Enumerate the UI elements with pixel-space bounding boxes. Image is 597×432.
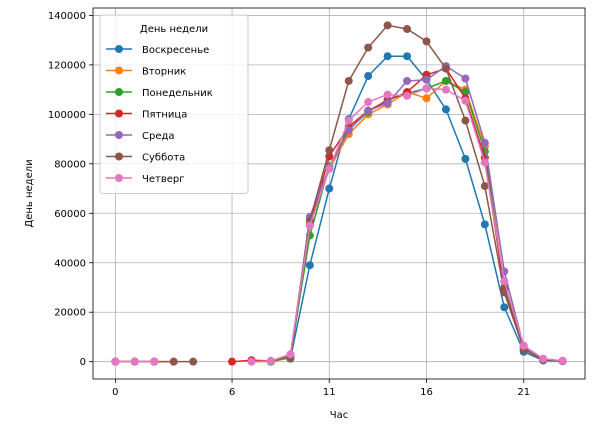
- data-point: [403, 25, 412, 34]
- y-axis-label: День недели: [24, 159, 35, 227]
- data-point: [266, 356, 275, 365]
- legend-box: [99, 14, 249, 194]
- data-point: [558, 356, 567, 365]
- data-point: [325, 146, 334, 155]
- data-point: [383, 52, 392, 61]
- data-point: [383, 90, 392, 99]
- data-point: [228, 357, 237, 366]
- legend-label: Воскресенье: [142, 45, 209, 56]
- legend-item: Четверг: [106, 174, 184, 185]
- data-point: [461, 116, 470, 125]
- y-tick-label: 60000: [54, 209, 86, 220]
- data-point: [364, 106, 373, 115]
- data-point: [403, 91, 412, 100]
- data-point: [403, 76, 412, 85]
- data-point: [305, 261, 314, 270]
- legend-item: Понедельник: [106, 88, 213, 99]
- y-tick-label: 20000: [54, 308, 86, 319]
- legend-swatch-marker: [115, 66, 123, 75]
- data-point: [364, 43, 373, 52]
- data-point: [422, 94, 431, 103]
- data-point: [169, 357, 178, 366]
- data-point: [441, 76, 450, 85]
- data-point: [111, 357, 120, 366]
- data-point: [480, 220, 489, 229]
- data-point: [150, 357, 159, 366]
- legend-title: День недели: [140, 24, 208, 35]
- data-point: [539, 354, 548, 363]
- y-tick-label: 40000: [54, 258, 86, 269]
- data-point: [480, 182, 489, 191]
- data-point: [422, 37, 431, 46]
- data-point: [286, 350, 295, 359]
- axes-frame: [92, 7, 586, 380]
- legend-items: Воскресенье Вторник Понедельник Пятница Сред…: [106, 45, 213, 185]
- y-tick-label: 140000: [48, 11, 86, 22]
- data-point: [383, 99, 392, 108]
- data-point: [461, 154, 470, 163]
- legend-swatch-marker: [115, 131, 123, 139]
- y-axis-ticks: 0 20000 40000 60000 80000 100000 120000 140000: [48, 11, 93, 368]
- x-tick-label: 11: [323, 387, 336, 398]
- x-tick-label: 0: [112, 387, 118, 398]
- data-point: [344, 76, 353, 85]
- x-axis-label: Час: [330, 410, 348, 421]
- series-line: [270, 80, 563, 363]
- x-tick-label: 6: [229, 387, 235, 398]
- data-point: [500, 303, 509, 312]
- data-point: [364, 72, 373, 81]
- plot-frame: [92, 7, 586, 380]
- series-lines: [111, 21, 567, 366]
- y-tick-label: 120000: [48, 60, 86, 71]
- data-point: [500, 277, 509, 286]
- data-point: [480, 158, 489, 167]
- legend-item: Среда: [106, 131, 175, 142]
- legend-label: Четверг: [142, 174, 184, 185]
- data-point: [441, 105, 450, 114]
- legend-swatch-marker: [115, 109, 123, 118]
- data-point: [344, 116, 353, 125]
- legend: День недели Воскресенье Вторник Понедельни…: [99, 14, 249, 194]
- data-point: [403, 52, 412, 61]
- x-axis-ticks: 0 6 11 16 21: [112, 379, 530, 398]
- legend-swatch-marker: [115, 152, 123, 161]
- x-tick-label: 16: [420, 387, 433, 398]
- legend-swatch-marker: [115, 88, 123, 96]
- data-point: [189, 357, 198, 366]
- data-point: [325, 164, 334, 173]
- data-point: [383, 21, 392, 30]
- series-7: [111, 84, 567, 366]
- legend-label: Среда: [142, 131, 175, 142]
- data-point: [325, 184, 334, 193]
- data-point: [305, 221, 314, 230]
- data-point: [422, 75, 431, 84]
- data-point: [130, 357, 139, 366]
- y-tick-label: 100000: [48, 110, 86, 121]
- legend-label: Пятница: [142, 110, 187, 121]
- data-point: [344, 126, 353, 135]
- x-tick-label: 21: [517, 387, 530, 398]
- data-point: [422, 84, 431, 93]
- data-point: [461, 74, 470, 83]
- data-point: [247, 357, 256, 366]
- legend-label: Вторник: [142, 67, 186, 78]
- legend-swatch-marker: [115, 174, 123, 182]
- legend-label: Понедельник: [142, 88, 213, 99]
- y-tick-label: 80000: [54, 159, 86, 170]
- legend-swatch-marker: [115, 45, 123, 53]
- data-point: [461, 96, 470, 105]
- legend-item: Воскресенье: [106, 45, 209, 56]
- y-tick-label: 0: [80, 357, 86, 368]
- legend-item: Пятница: [106, 109, 187, 121]
- legend-label: Суббота: [142, 153, 185, 164]
- legend-item: Суббота: [106, 152, 185, 164]
- legend-item: Вторник: [106, 66, 186, 78]
- data-point: [519, 341, 528, 350]
- data-point: [441, 64, 450, 73]
- data-point: [364, 97, 373, 106]
- data-point: [480, 138, 489, 147]
- data-point: [441, 85, 450, 94]
